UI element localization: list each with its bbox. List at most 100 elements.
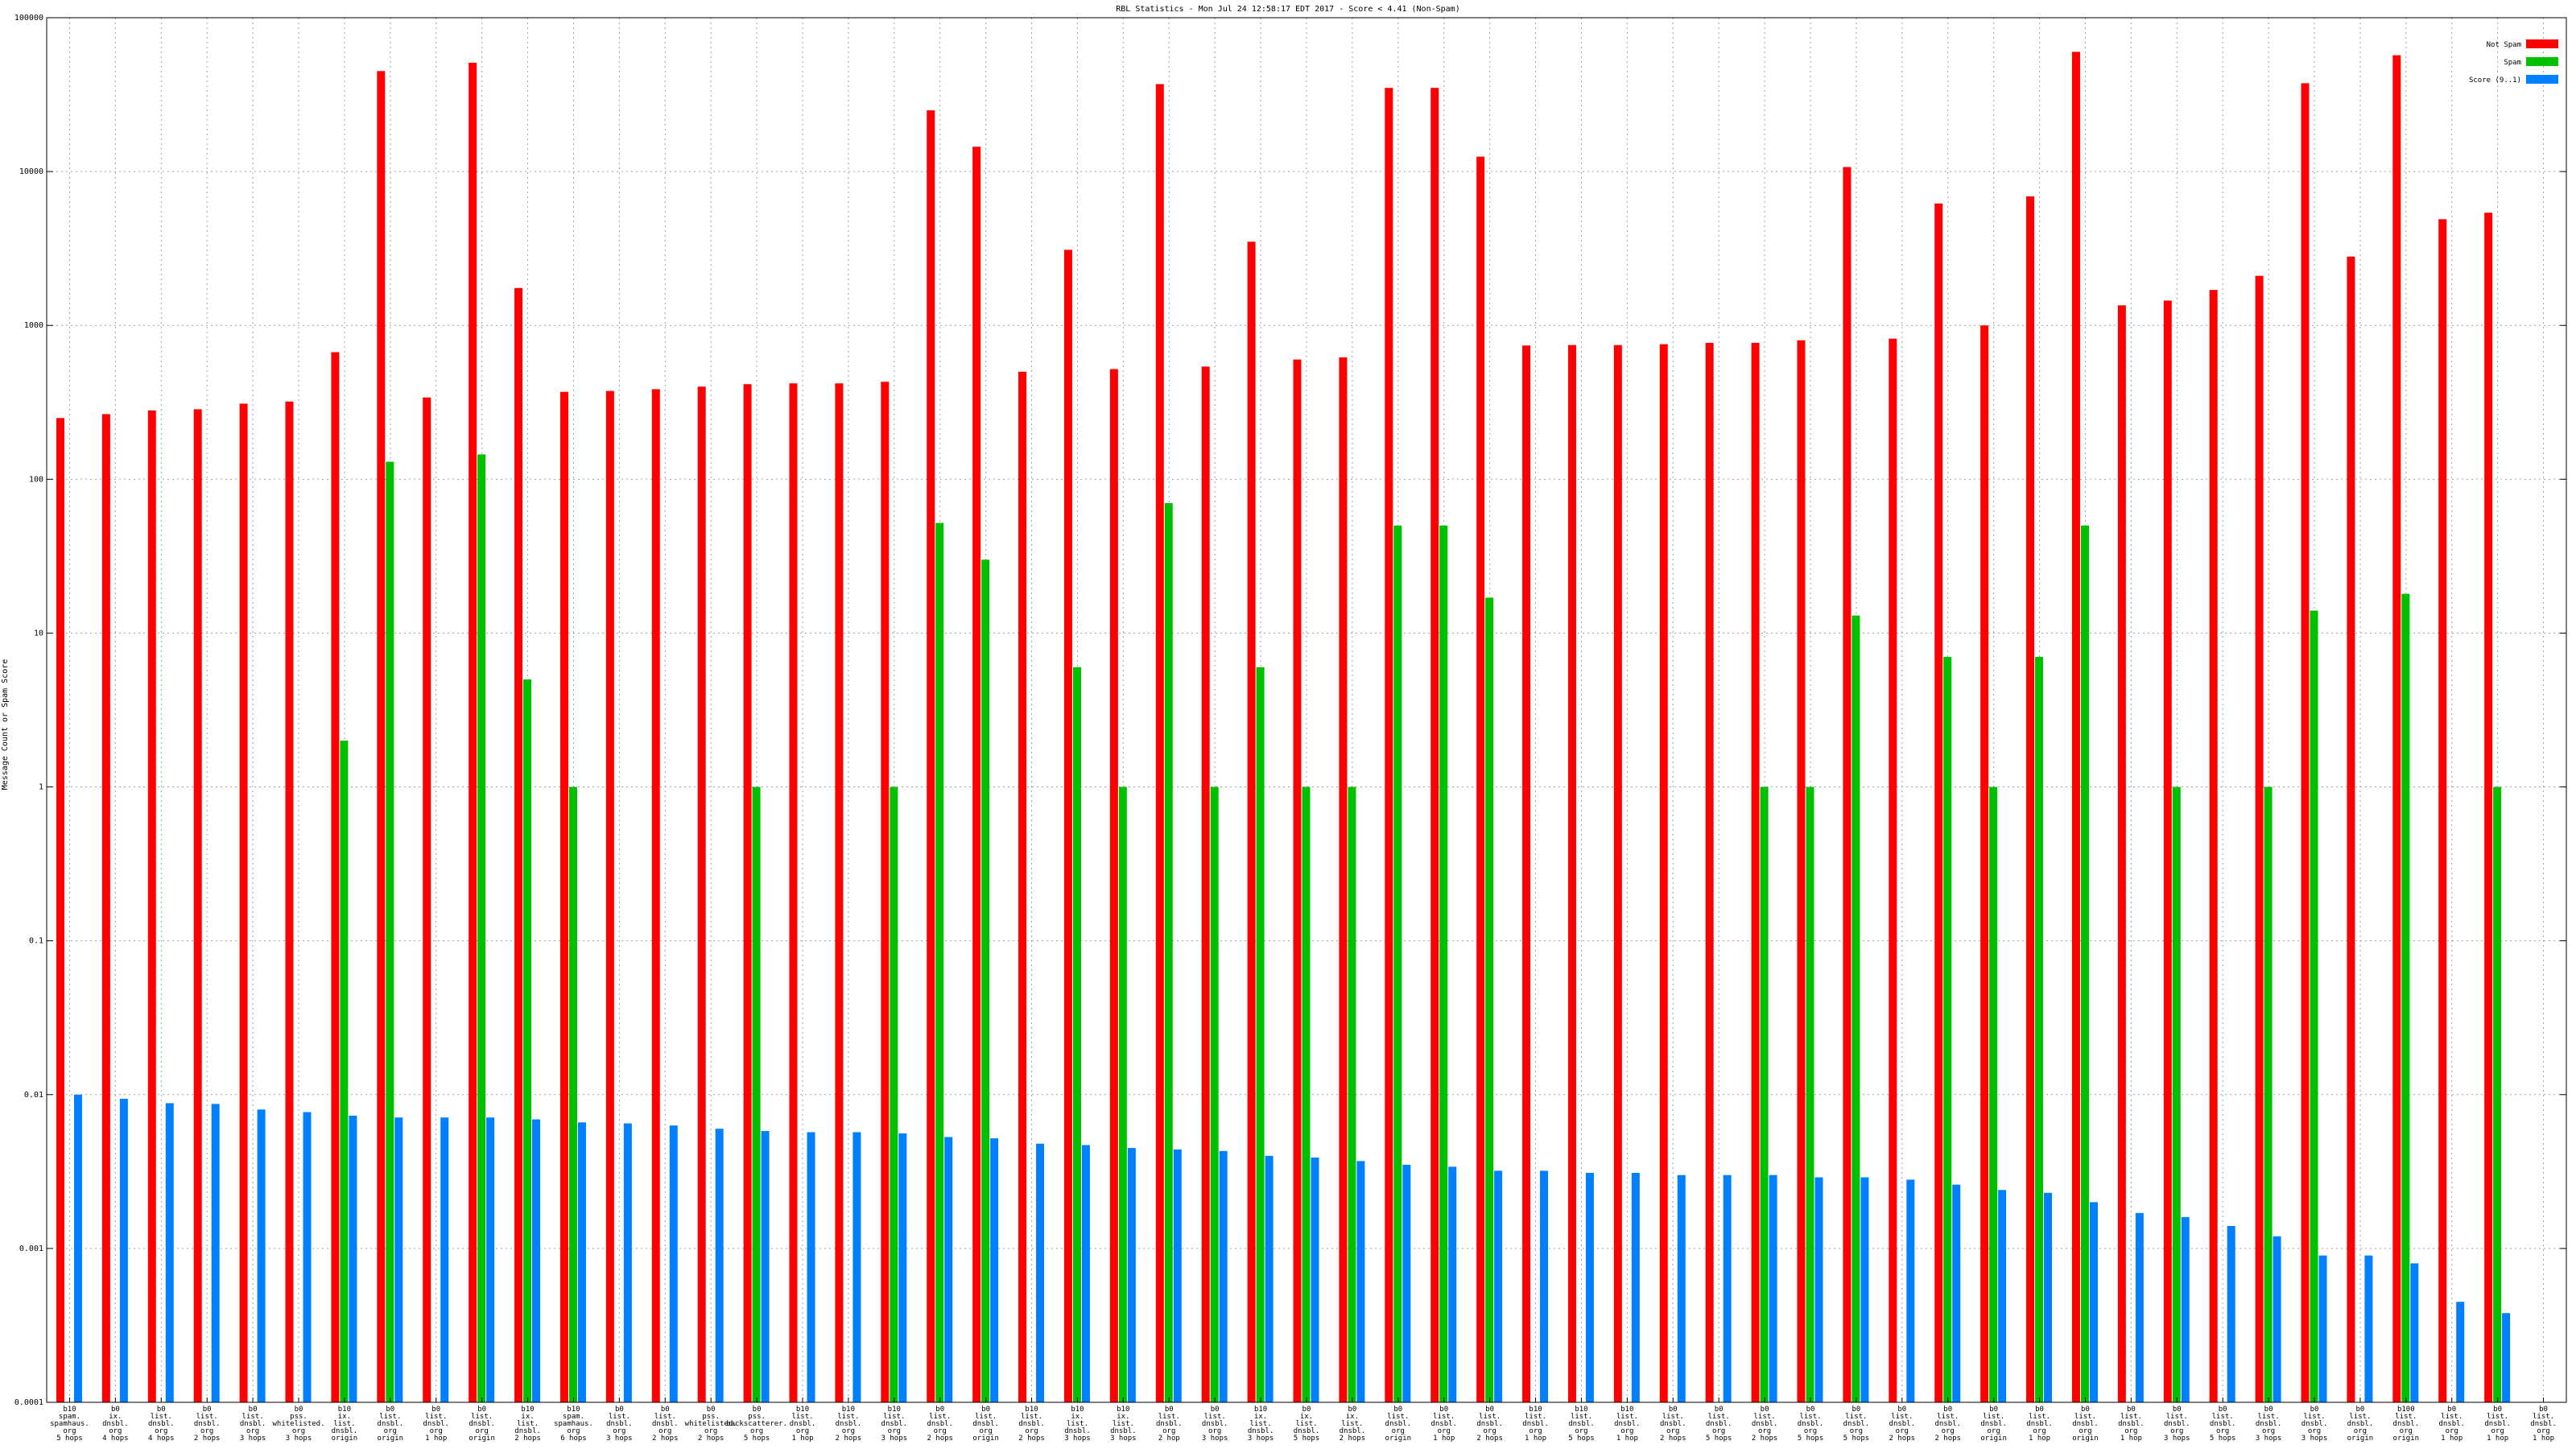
bar-not-spam xyxy=(1247,242,1256,1403)
x-tick-label: b0 xyxy=(1165,1406,1174,1414)
x-tick-label: 1 hop xyxy=(2441,1435,2462,1443)
bar-score-9-1- xyxy=(211,1104,220,1402)
bar-not-spam xyxy=(1109,369,1118,1403)
x-tick-label: list. xyxy=(2029,1413,2050,1421)
bar-score-9-1- xyxy=(623,1123,632,1402)
x-tick-label: ix. xyxy=(1117,1413,1129,1421)
x-tick-label: org xyxy=(292,1427,305,1435)
x-tick-label: list. xyxy=(1387,1413,1409,1421)
x-tick-label: list. xyxy=(1799,1413,1821,1421)
x-tick-label: dnsbl. xyxy=(240,1420,266,1428)
bar-score-9-1- xyxy=(1952,1184,1961,1402)
x-tick-label: org xyxy=(1208,1427,1221,1435)
x-tick-label: b0 xyxy=(1806,1406,1815,1414)
x-tick-label: 2 hops xyxy=(927,1435,953,1443)
bar-score-9-1- xyxy=(1402,1164,1411,1402)
y-tick-label: 10 xyxy=(34,629,43,638)
x-tick-label: org xyxy=(1620,1427,1633,1435)
x-tick-label: list. xyxy=(2166,1413,2188,1421)
x-tick-label: dnsbl. xyxy=(194,1420,221,1428)
x-tick-label: 3 hops xyxy=(2256,1435,2282,1443)
x-tick-label: dnsbl. xyxy=(790,1420,816,1428)
bar-spam xyxy=(2264,786,2273,1402)
bar-not-spam xyxy=(1843,167,1852,1402)
x-tick-label: list. xyxy=(654,1413,676,1421)
bar-not-spam xyxy=(1339,357,1348,1403)
x-tick-label: dnsbl. xyxy=(2530,1420,2557,1428)
x-tick-label: dnsbl. xyxy=(102,1420,129,1428)
x-tick-label: 2 hops xyxy=(1018,1435,1045,1443)
x-tick-label: org xyxy=(1850,1427,1863,1435)
x-tick-label: dnsbl. xyxy=(1934,1420,1961,1428)
x-tick-label: ix. xyxy=(1346,1413,1359,1421)
y-tick-label: 0.1 xyxy=(29,937,43,946)
x-tick-label: b0 xyxy=(2493,1406,2502,1414)
x-tick-label: org xyxy=(1438,1427,1451,1435)
bars-group xyxy=(56,52,2511,1403)
y-tick-label: 1 xyxy=(39,783,43,792)
x-tick-label: dnsbl. xyxy=(881,1420,908,1428)
bar-not-spam xyxy=(559,391,568,1403)
bar-spam xyxy=(523,679,532,1402)
x-tick-label: list. xyxy=(791,1413,813,1421)
x-tick-label: b10 xyxy=(1575,1406,1587,1414)
x-tick-label: dnsbl. xyxy=(1476,1420,1503,1428)
x-tick-label: dnsbl. xyxy=(2438,1420,2465,1428)
x-tick-label: list. xyxy=(1754,1413,1776,1421)
x-tick-label: org xyxy=(2446,1427,2458,1435)
y-axis-label: Message Count or Spam Score xyxy=(1,659,10,791)
x-tick-label: org xyxy=(2354,1427,2367,1435)
x-tick-label: org xyxy=(384,1427,397,1435)
x-tick-label: 1 hop xyxy=(2533,1435,2554,1443)
x-tick-label: 3 hops xyxy=(1110,1435,1137,1443)
bar-spam xyxy=(1852,615,1860,1402)
bar-score-9-1- xyxy=(2273,1236,2281,1402)
x-tick-label: list. xyxy=(1616,1413,1638,1421)
bar-score-9-1- xyxy=(715,1129,724,1402)
x-tick-label: b0 xyxy=(1348,1406,1356,1414)
plot-frame xyxy=(46,17,2567,1403)
x-tick-label: list. xyxy=(1067,1420,1088,1428)
bar-spam xyxy=(1302,786,1311,1402)
bar-not-spam xyxy=(1063,250,1072,1403)
bar-not-spam xyxy=(514,287,523,1403)
bar-spam xyxy=(1256,667,1265,1402)
x-tick-label: b10 xyxy=(1117,1406,1129,1414)
x-tick-label: b0 xyxy=(2355,1406,2364,1414)
x-tick-label: pss. xyxy=(748,1413,766,1421)
bar-score-9-1- xyxy=(257,1109,266,1402)
x-tick-label: list. xyxy=(196,1413,218,1421)
bar-not-spam xyxy=(881,382,890,1402)
x-tick-label: dnsbl. xyxy=(1843,1420,1870,1428)
x-tick-label: dnsbl. xyxy=(148,1420,175,1428)
x-tick-label: ix. xyxy=(338,1413,351,1421)
x-tick-label: pss. xyxy=(702,1413,720,1421)
y-tick-label: 100 xyxy=(29,475,43,484)
bar-not-spam xyxy=(1613,345,1622,1403)
bar-score-9-1- xyxy=(2089,1202,2098,1402)
x-tick-label: list. xyxy=(471,1413,493,1421)
bar-not-spam xyxy=(1934,203,1943,1403)
x-tick-label: 2 hops xyxy=(1476,1435,1503,1443)
x-tick-label: spamhaus. xyxy=(554,1420,593,1428)
y-tick-label: 10000 xyxy=(19,167,43,176)
x-tick-label: org xyxy=(1942,1427,1955,1435)
bar-spam xyxy=(1118,786,1127,1402)
x-tick-label: b0 xyxy=(981,1406,990,1414)
bar-spam xyxy=(935,522,944,1402)
bar-spam xyxy=(1989,786,1998,1402)
bar-not-spam xyxy=(2026,196,2035,1403)
x-tick-label: 2 hops xyxy=(514,1435,541,1443)
y-tick-label: 0.001 xyxy=(19,1245,43,1253)
x-tick-label: 3 hops xyxy=(2164,1435,2190,1443)
bar-score-9-1- xyxy=(165,1103,174,1402)
bar-not-spam xyxy=(377,71,386,1403)
x-tick-label: b10 xyxy=(338,1406,351,1414)
x-tick-label: 1 hop xyxy=(425,1435,447,1443)
bar-score-9-1- xyxy=(1769,1174,1777,1402)
x-tick-label: list. xyxy=(1571,1413,1592,1421)
x-tick-label: list. xyxy=(837,1413,859,1421)
x-tick-label: 1 hop xyxy=(1433,1435,1455,1443)
x-tick-label: org xyxy=(750,1427,763,1435)
bar-not-spam xyxy=(469,62,477,1402)
